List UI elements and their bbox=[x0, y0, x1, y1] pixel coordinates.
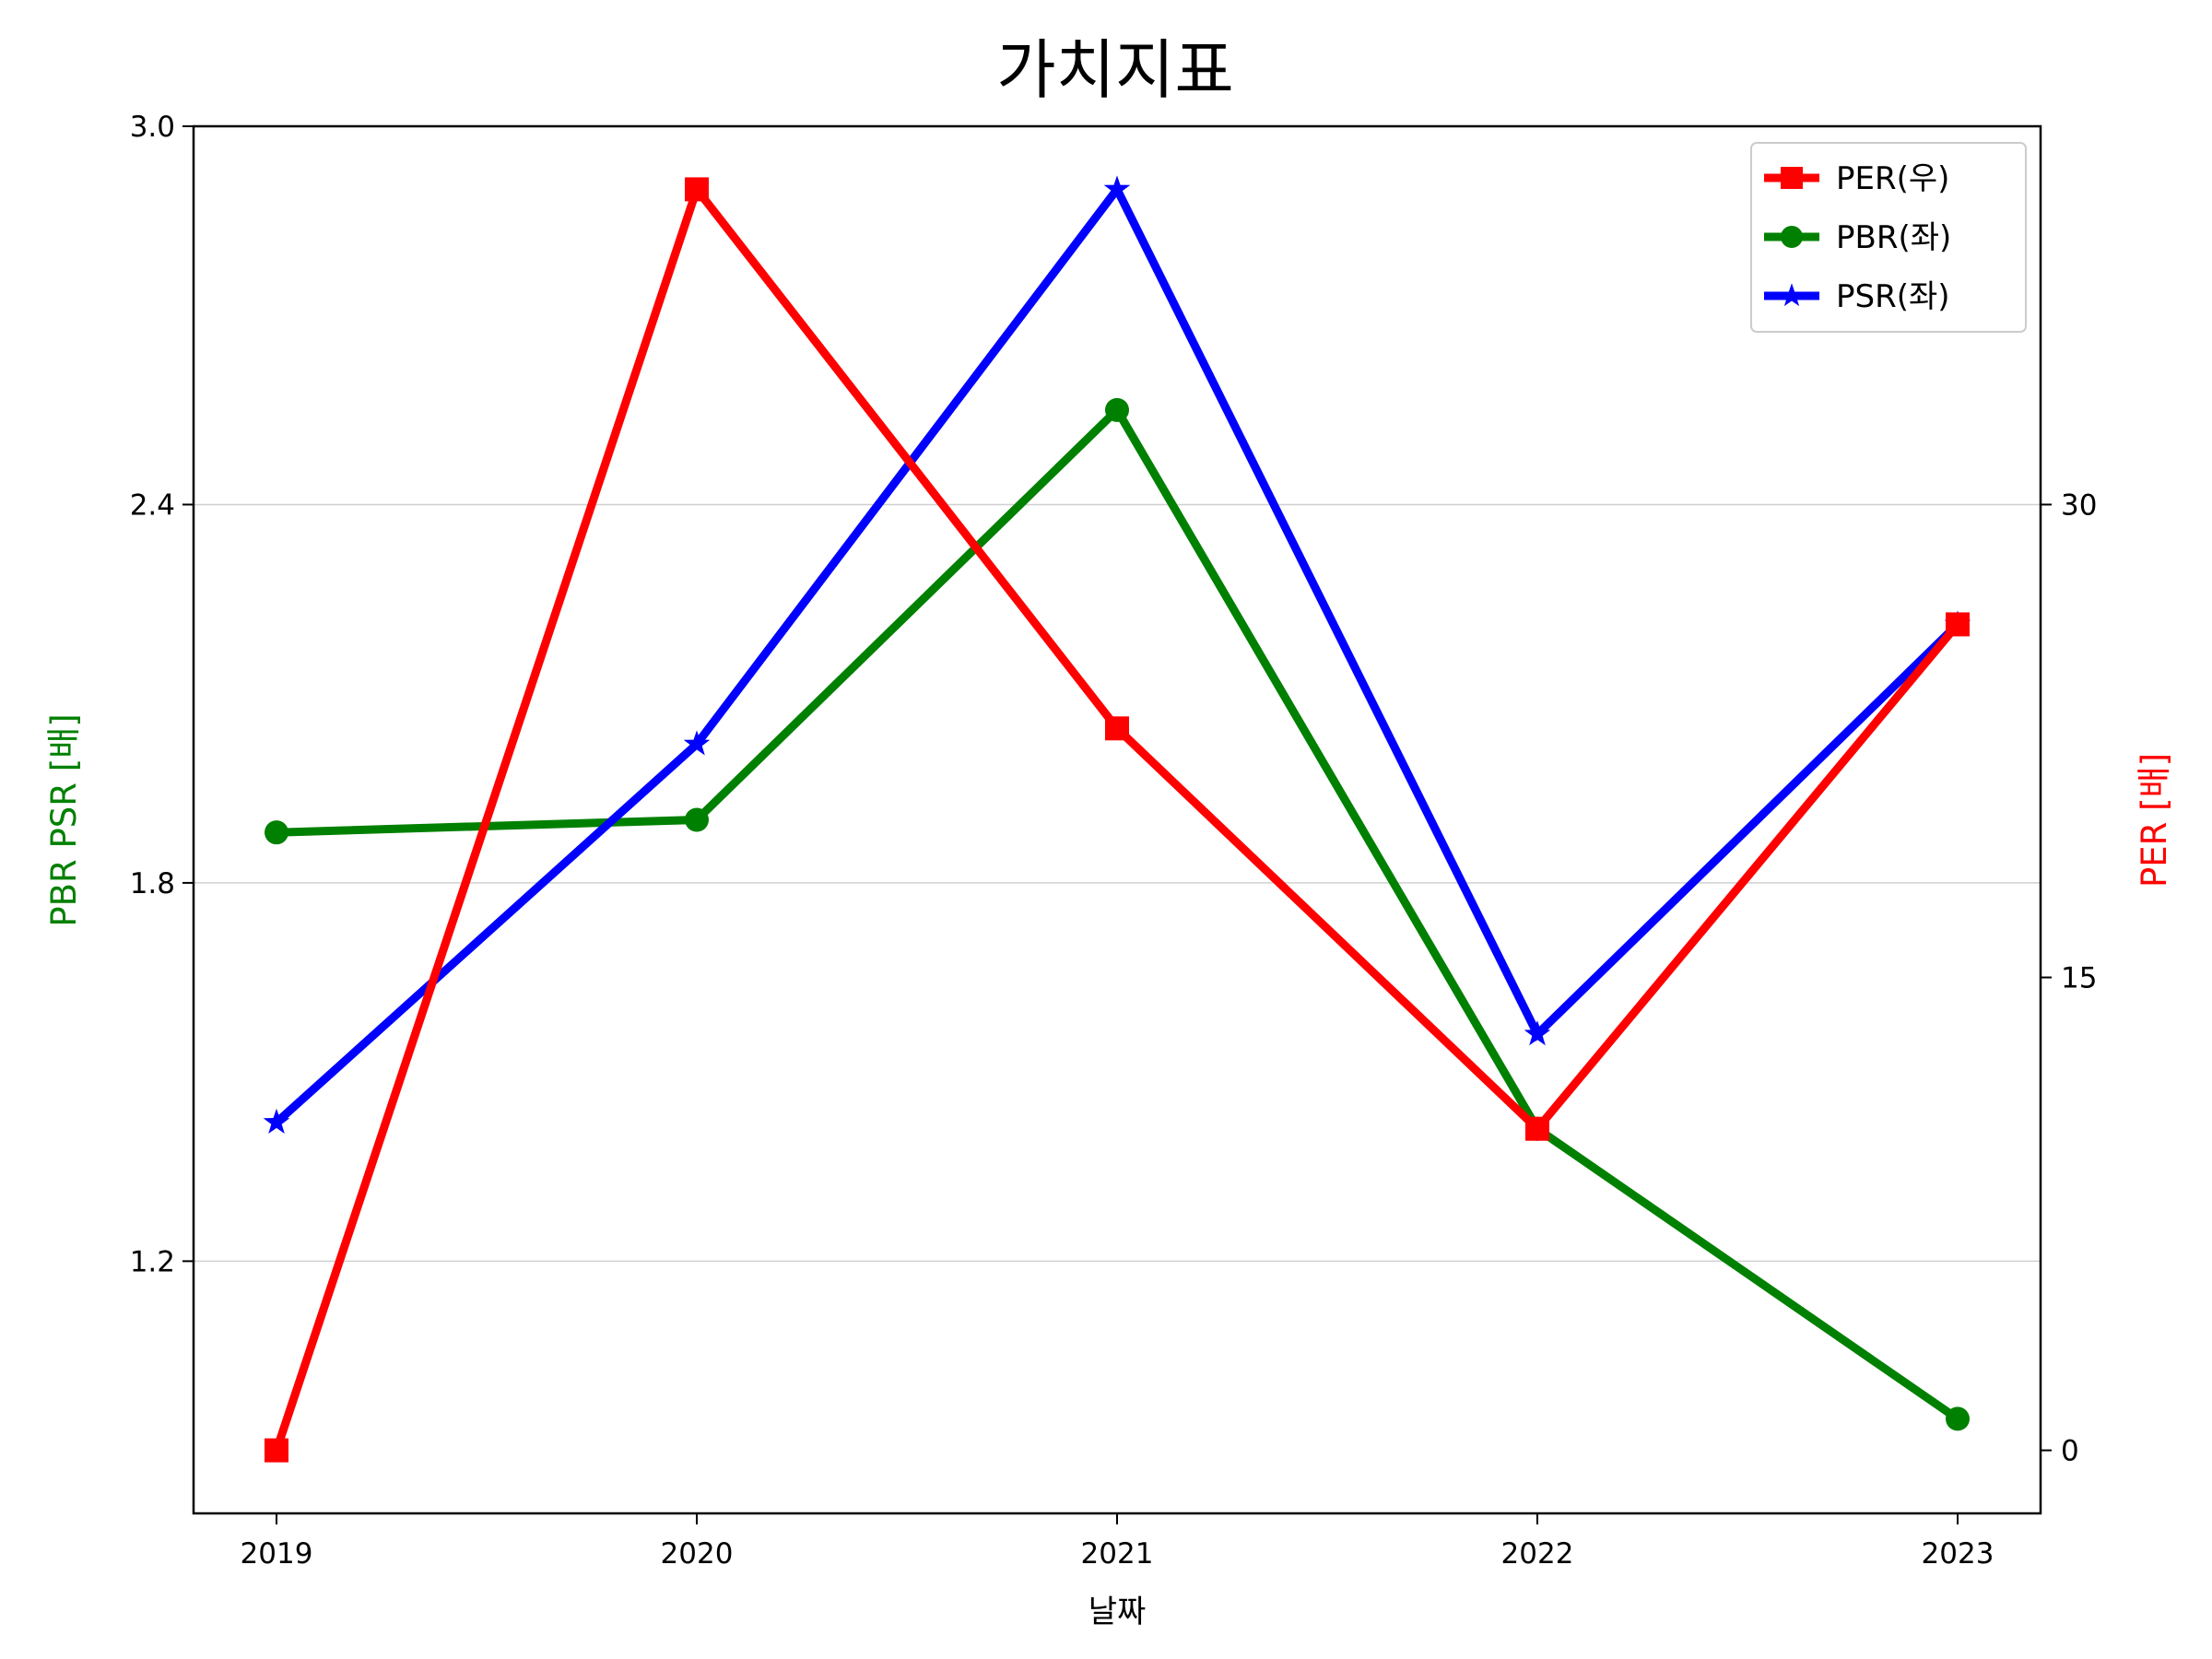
series-line bbox=[273, 181, 1961, 1126]
y-left-tick-label: 3.0 bbox=[130, 111, 175, 144]
legend-item: PER(우) bbox=[1764, 160, 1949, 197]
x-axis: 2019 2020 2021 2022 2023 bbox=[241, 1513, 1994, 1571]
data-point bbox=[263, 1108, 290, 1134]
series-square bbox=[265, 177, 1970, 1463]
data-point bbox=[1105, 397, 1129, 422]
y-axis-right: 0 15 30 bbox=[2041, 488, 2097, 1468]
y-right-tick-label: 15 bbox=[2061, 962, 2097, 995]
y-axis-left-title: PBR PSR [배] bbox=[44, 713, 84, 926]
data-point bbox=[685, 177, 709, 202]
legend-item: PSR(좌) bbox=[1764, 278, 1950, 315]
data-point bbox=[1105, 716, 1129, 741]
legend-label: PER(우) bbox=[1836, 160, 1949, 197]
data-point bbox=[265, 820, 288, 845]
data-point bbox=[1525, 1116, 1549, 1141]
y-axis-right-title: PER [배] bbox=[2135, 753, 2174, 888]
data-point bbox=[265, 1438, 288, 1463]
chart-title: 가치지표 bbox=[996, 32, 1234, 108]
data-point bbox=[683, 730, 711, 756]
series-layer bbox=[263, 175, 1971, 1463]
y-left-tick-label: 2.4 bbox=[130, 488, 175, 522]
series-star bbox=[263, 175, 1971, 1134]
legend: PER(우) PBR(좌) PSR(좌) bbox=[1750, 142, 2027, 333]
legend-box bbox=[1750, 142, 2027, 333]
y-right-tick-label: 30 bbox=[2061, 488, 2097, 522]
y-left-tick-label: 1.2 bbox=[130, 1245, 175, 1278]
plot-frame bbox=[192, 124, 2042, 1515]
legend-item: PBR(좌) bbox=[1764, 219, 1951, 256]
x-axis-title: 날짜 bbox=[1088, 1594, 1147, 1630]
x-tick-label: 2019 bbox=[241, 1537, 313, 1571]
x-tick-label: 2021 bbox=[1081, 1537, 1154, 1571]
y-right-tick-label: 0 bbox=[2061, 1435, 2079, 1468]
data-point bbox=[1524, 1020, 1551, 1046]
data-point bbox=[1946, 612, 1970, 637]
data-point bbox=[1103, 175, 1131, 201]
x-tick-label: 2020 bbox=[661, 1537, 734, 1571]
y-left-tick-label: 1.8 bbox=[130, 867, 175, 900]
x-tick-label: 2022 bbox=[1501, 1537, 1574, 1571]
legend-label: PSR(좌) bbox=[1836, 278, 1950, 315]
data-point bbox=[685, 807, 709, 832]
series-line bbox=[276, 403, 1960, 1423]
data-point bbox=[1946, 1406, 1970, 1431]
legend-marker bbox=[1781, 226, 1803, 248]
legend-marker bbox=[1781, 167, 1803, 189]
y-axis-left: 1.2 1.8 2.4 3.0 bbox=[130, 111, 194, 1278]
legend-marker bbox=[1779, 283, 1805, 307]
legend-label: PBR(좌) bbox=[1836, 219, 1951, 256]
x-tick-label: 2023 bbox=[1922, 1537, 1994, 1571]
